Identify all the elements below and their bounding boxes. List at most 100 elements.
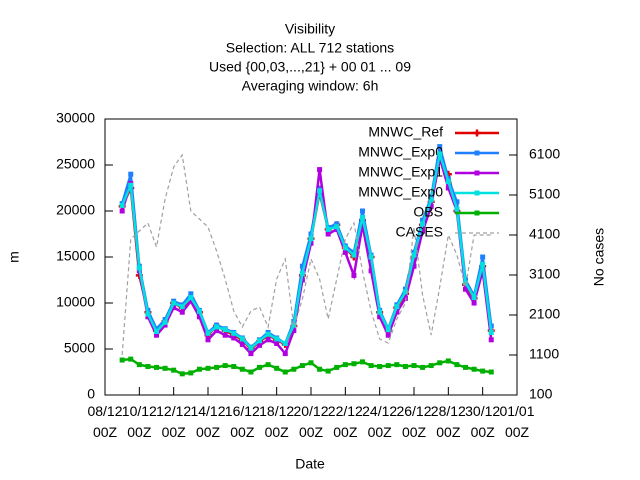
point (136, 265, 142, 271)
point (291, 366, 297, 372)
point (342, 249, 348, 255)
point (231, 363, 237, 369)
point (377, 363, 383, 369)
point (454, 362, 460, 368)
point (154, 364, 159, 370)
point (317, 366, 323, 372)
x-tick-label: 28/12 00Z (430, 403, 466, 440)
point (179, 304, 185, 310)
point (394, 304, 400, 310)
point (437, 151, 443, 157)
point (445, 358, 451, 364)
point (128, 182, 134, 188)
y2-tick-label: 100 (529, 386, 553, 402)
point (454, 199, 460, 205)
point (265, 362, 271, 368)
point (188, 291, 194, 297)
point (171, 300, 177, 306)
point (282, 340, 288, 346)
point (480, 261, 486, 267)
point (394, 362, 400, 368)
series-line (122, 357, 492, 376)
point (480, 368, 486, 374)
y2-tick-label: 1100 (529, 346, 559, 362)
x-tick-label: 01/01 00Z (499, 403, 535, 440)
chart-title: Selection: ALL 712 stations (226, 40, 394, 56)
point (299, 271, 305, 277)
point (239, 336, 245, 342)
point (257, 338, 262, 344)
point (188, 298, 194, 304)
point (291, 328, 297, 334)
point (377, 309, 383, 315)
point (445, 185, 451, 191)
legend-marker (474, 150, 480, 156)
legend-label: OBS (413, 204, 443, 220)
point (488, 369, 494, 375)
point (437, 144, 443, 150)
point (119, 357, 125, 363)
point (325, 231, 331, 237)
point (317, 185, 323, 191)
x-tick-label: 30/12 00Z (465, 403, 501, 440)
point (162, 319, 168, 325)
y-tick-label: 20000 (56, 202, 95, 218)
point (231, 330, 237, 336)
point (480, 254, 486, 260)
y2-axis-label: No cases (591, 228, 607, 286)
x-tick-label: 22/12 00Z (327, 403, 363, 440)
plot-frame (104, 118, 518, 396)
point (385, 332, 391, 338)
point (360, 214, 365, 220)
point (402, 363, 408, 369)
point (257, 342, 262, 348)
x-tick-label: 18/12 00Z (259, 403, 295, 440)
point (196, 366, 202, 372)
point (248, 369, 254, 375)
point (317, 167, 323, 173)
point (360, 359, 365, 365)
legend-marker (474, 190, 480, 196)
point (188, 370, 194, 376)
legend-label: CASES (396, 224, 443, 240)
point (205, 365, 211, 371)
chart-title: Averaging window: 6h (242, 78, 379, 94)
legend-label: MNWC_Exp0 (358, 184, 443, 200)
point (222, 327, 228, 333)
point (214, 364, 220, 370)
point (205, 330, 211, 336)
point (248, 345, 254, 351)
point (437, 360, 443, 366)
point (128, 356, 134, 362)
point (377, 314, 383, 320)
point (463, 280, 468, 286)
point (463, 286, 468, 292)
series-line (121, 153, 492, 356)
y-tick-label: 0 (87, 386, 95, 402)
legend-label: MNWC_Exp1 (358, 164, 443, 180)
x-tick-label: 26/12 00Z (396, 403, 432, 440)
point (463, 364, 468, 370)
y2-tick-label: 5100 (529, 186, 560, 202)
legend-marker (474, 210, 480, 216)
point (342, 245, 348, 251)
y-tick-label: 30000 (56, 110, 95, 126)
x-tick-label: 14/12 00Z (190, 403, 226, 440)
y-tick-label: 10000 (56, 294, 95, 310)
point (308, 236, 314, 242)
point (402, 289, 408, 295)
point (308, 360, 314, 366)
point (154, 329, 159, 335)
x-tick-label: 16/12 00Z (224, 403, 260, 440)
point (239, 366, 245, 372)
point (334, 224, 340, 230)
point (222, 332, 228, 338)
point (196, 314, 202, 320)
point (351, 252, 357, 258)
point (231, 335, 237, 341)
point (248, 351, 254, 357)
legend-label: MNWC_Ref (368, 124, 443, 140)
point (214, 328, 220, 334)
point (368, 268, 374, 274)
